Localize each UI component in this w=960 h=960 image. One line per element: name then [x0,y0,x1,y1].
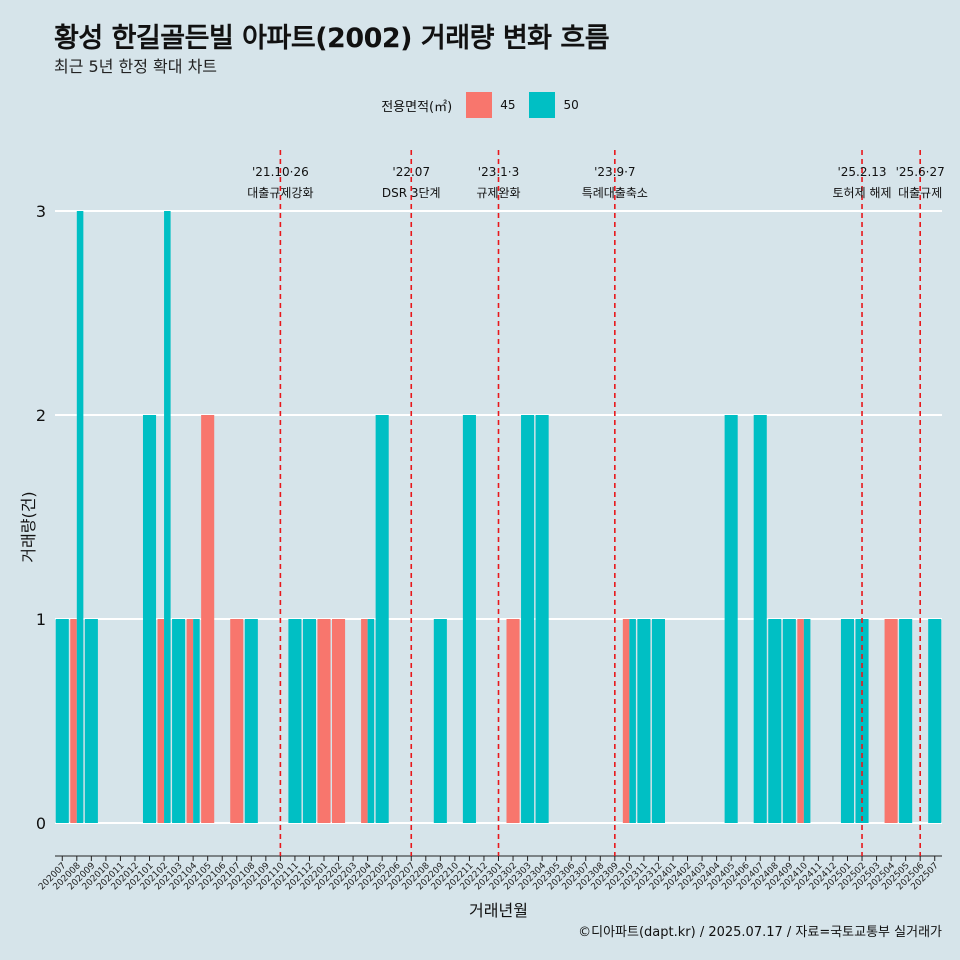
bar-50-202312 [651,619,665,823]
bar-50-202007 [55,619,69,823]
bar-45-202504 [884,619,898,823]
bar-50-202204 [367,619,375,823]
source-caption: ©디아파트(dapt.kr) / 2025.07.17 / 자료=국토교통부 실… [578,925,942,940]
bar-50-202108 [244,619,258,823]
bar-45-202201 [317,619,331,823]
event-label-202506: 대출규제 [898,186,942,200]
event-date-202506: '25.6·27 [896,165,945,179]
bar-50-202111 [288,619,302,823]
bar-50-202209 [433,619,447,823]
event-date-202110: '21.10·26 [252,165,309,179]
bar-50-202501 [840,619,855,823]
bar-50-202310 [629,619,636,823]
y-axis-title: 거래량(건) [19,491,38,562]
legend: 전용면적(㎡) 45 50 [0,92,960,118]
bar-50-202405 [724,415,738,823]
bar-45-202204 [361,619,368,823]
x-axis-title: 거래년월 [469,901,528,920]
bar-50-202304 [535,415,549,823]
bar-45-202107 [230,619,244,823]
bar-45-202202 [332,619,346,823]
legend-label-50: 50 [563,98,579,112]
bar-50-202104 [193,619,200,823]
bar-50-202008 [76,211,84,823]
bar-50-202211 [462,415,476,823]
bar-45-202008 [70,619,77,823]
bar-50-202507 [928,619,942,823]
event-label-202110: 대출규제강화 [247,186,313,200]
bar-45-202105 [201,415,215,823]
legend-item-50: 50 [529,92,579,118]
bar-45-202310 [622,619,630,823]
event-date-202502: '25.2.13 [837,165,886,179]
event-label-202207: DSR 3단계 [382,186,441,200]
bar-50-202102 [164,211,171,823]
event-label-202309: 특례대출축소 [582,186,648,200]
bar-50-202112 [302,619,317,823]
y-tick-label-0: 0 [36,814,46,833]
bar-45-202104 [186,619,194,823]
bar-50-202505 [899,619,913,823]
event-date-202309: '23.9·7 [594,165,635,179]
bar-50-202311 [637,619,651,823]
legend-swatch-45 [466,92,493,118]
bar-50-202303 [521,415,535,823]
legend-title: 전용면적(㎡) [381,99,453,115]
chart-title: 황성 한길골든빌 아파트(2002) 거래량 변화 흐름 [54,23,610,54]
event-label-202502: 토허제 해제 [833,186,892,200]
event-label-202301: 규제완화 [476,186,520,200]
chart-subtitle: 최근 5년 한정 확대 차트 [54,57,218,76]
bar-50-202409 [782,619,796,823]
event-date-202301: '23.1·3 [478,165,519,179]
bar-50-202408 [768,619,782,823]
y-tick-label-3: 3 [36,202,46,221]
bar-45-202410 [797,619,804,823]
legend-label-45: 45 [500,98,516,112]
event-date-202207: '22.07 [392,165,430,179]
bar-50-202205 [375,415,389,823]
legend-item-45: 45 [466,92,515,118]
bar-50-202407 [753,415,767,823]
bar-50-202410 [803,619,811,823]
bar-45-202302 [506,619,520,823]
y-tick-label-2: 2 [36,406,46,425]
y-tick-label-1: 1 [36,610,46,629]
bar-50-202009 [84,619,98,823]
legend-swatch-50 [529,92,556,118]
bar-45-202102 [157,619,165,823]
bar-50-202101 [142,415,157,823]
bar-50-202103 [172,619,186,823]
